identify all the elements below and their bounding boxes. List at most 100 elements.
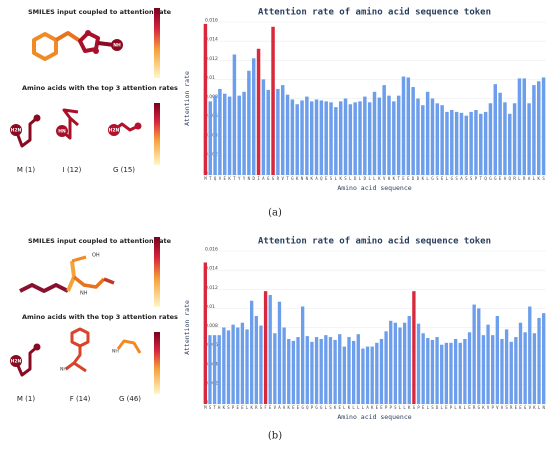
x-tick-label: D	[417, 176, 420, 181]
x-tick-label: R	[513, 176, 516, 181]
bar	[483, 111, 488, 175]
bar	[276, 88, 280, 175]
bar	[503, 102, 507, 175]
x-tick-label: K	[228, 176, 231, 181]
bar	[469, 111, 473, 175]
plot-bg	[203, 247, 546, 404]
residue-label: M (1)	[17, 395, 35, 403]
bar	[493, 84, 498, 175]
x-tick-label: A	[528, 176, 531, 181]
bar	[389, 320, 393, 404]
x-tick-label: T	[213, 405, 216, 410]
bar	[532, 85, 536, 175]
x-tick-label: E	[407, 176, 410, 181]
bar	[453, 338, 458, 404]
x-tick-label: P	[385, 405, 388, 410]
x-tick-label: L	[538, 405, 541, 410]
bar	[296, 337, 300, 404]
bar	[445, 111, 449, 175]
bar	[377, 97, 382, 175]
x-axis-label: Amino acid sequence	[337, 184, 411, 192]
x-tick-label: Q	[509, 176, 512, 181]
bar	[479, 113, 483, 175]
bar	[491, 335, 495, 404]
x-tick-label: D	[354, 176, 357, 181]
x-tick-label: K	[339, 176, 342, 181]
bar	[300, 100, 304, 175]
bar	[314, 337, 319, 404]
bar	[541, 77, 546, 175]
x-tick-label: V	[219, 176, 222, 181]
x-tick-label: E	[422, 405, 425, 410]
bar	[402, 322, 407, 404]
x-tick-label: Q	[320, 176, 323, 181]
bar	[500, 338, 504, 404]
bar	[523, 332, 527, 404]
colorbar	[154, 237, 160, 307]
x-tick-label: G	[267, 176, 270, 181]
residues	[10, 327, 142, 377]
bar	[208, 335, 212, 404]
bar	[384, 331, 388, 404]
x-tick-label: E	[292, 405, 295, 410]
x-tick-label: L	[518, 176, 521, 181]
x-tick-label: G	[451, 176, 454, 181]
bar	[358, 101, 362, 175]
bar	[347, 337, 351, 404]
y-tick-label: 0.012	[205, 56, 218, 62]
smiles-title: SMILES input coupled to attention rate	[28, 237, 172, 245]
x-tick-label: S	[209, 405, 212, 410]
x-tick-label: V	[274, 405, 277, 410]
bar	[514, 337, 518, 404]
bar	[425, 91, 430, 175]
bar	[495, 316, 499, 404]
y-tick-label: 0.016	[205, 247, 218, 253]
bar	[282, 327, 286, 404]
bar	[372, 91, 377, 175]
x-tick-label: S	[431, 405, 434, 410]
chart-title: Attention rate of amino acid sequence to…	[258, 7, 491, 18]
x-tick-label: H	[218, 405, 221, 410]
x-tick-label: R	[473, 405, 476, 410]
bar	[300, 306, 305, 404]
bar	[532, 333, 537, 404]
x-tick-label: G	[524, 405, 527, 410]
x-tick-label: A	[504, 176, 507, 181]
x-tick-label: R	[277, 176, 280, 181]
x-tick-label: S	[455, 176, 458, 181]
x-tick-label: R	[510, 405, 513, 410]
bar	[240, 322, 245, 404]
bar	[305, 336, 309, 404]
x-tick-label: S	[542, 176, 545, 181]
x-tick-label: L	[403, 405, 406, 410]
x-tick-label: K	[250, 405, 253, 410]
x-tick-label: A	[501, 405, 504, 410]
bar	[537, 317, 541, 404]
bar	[361, 348, 365, 404]
x-tick-label: E	[515, 405, 518, 410]
bar	[328, 337, 333, 404]
residue-label: G (46)	[119, 395, 141, 403]
x-tick-label: E	[297, 405, 300, 410]
x-tick-label: L	[533, 176, 536, 181]
x-tick-label: P	[475, 176, 478, 181]
bar	[504, 329, 509, 404]
x-tick-label: L	[446, 176, 449, 181]
bar	[223, 93, 227, 175]
bar	[407, 316, 411, 404]
x-tick-label: K	[334, 405, 337, 410]
x-tick-label: S	[344, 176, 347, 181]
x-tick-label: K	[422, 176, 425, 181]
bar	[226, 330, 231, 404]
bar	[467, 332, 472, 404]
bar	[509, 341, 513, 404]
residue-label: G (15)	[113, 166, 135, 174]
x-tick-label: T	[397, 176, 400, 181]
x-tick-label: G	[478, 405, 481, 410]
x-tick-label: L	[427, 405, 430, 410]
bar	[319, 338, 323, 404]
atom-label: NH	[112, 349, 119, 355]
residues-title: Amino acids with the top 3 attention rat…	[22, 313, 178, 321]
bar	[338, 101, 343, 175]
atom-label: OH	[92, 253, 100, 259]
